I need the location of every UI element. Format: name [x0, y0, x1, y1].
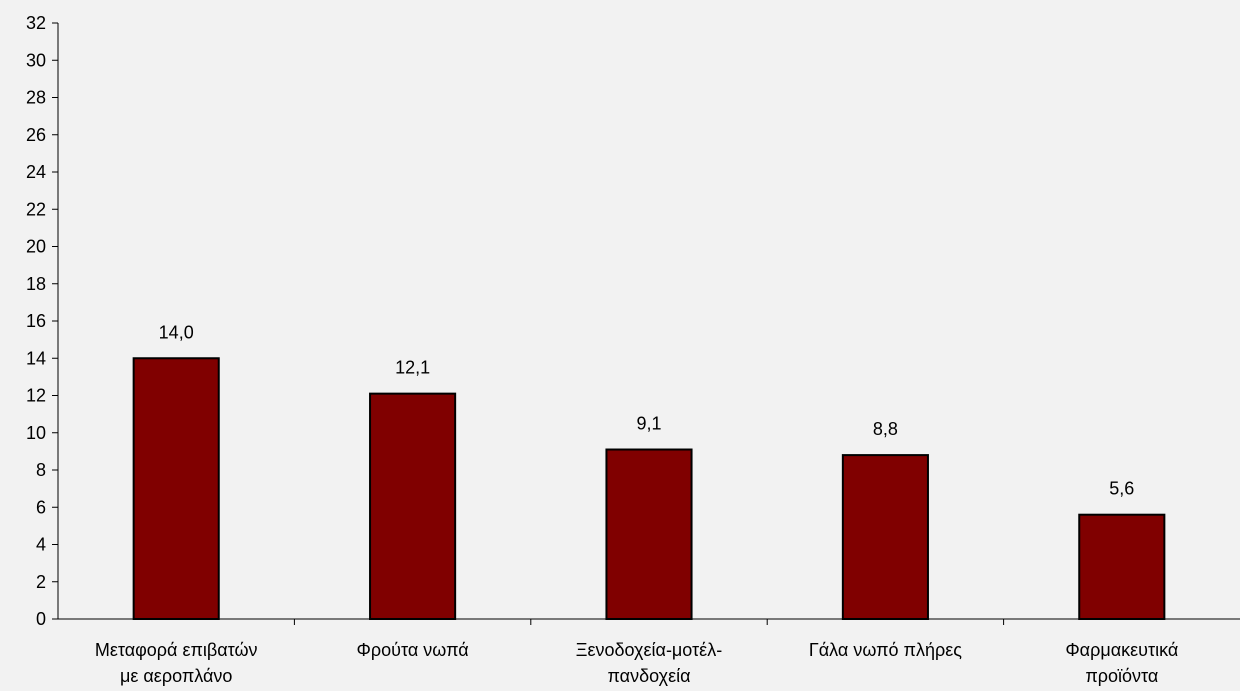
- bar: [605, 448, 693, 621]
- bars: [132, 357, 1166, 621]
- y-tick-label: 32: [26, 13, 46, 33]
- y-tick-label: 4: [36, 535, 46, 555]
- data-label: 9,1: [636, 414, 661, 434]
- y-tick-label: 8: [36, 460, 46, 480]
- category-label: Ξενοδοχεία-μοτέλ-: [576, 640, 722, 660]
- category-label: Φαρμακευτικά: [1065, 640, 1178, 660]
- bar: [841, 454, 929, 620]
- category-label: με αεροπλάνο: [120, 666, 232, 686]
- y-tick-label: 22: [26, 199, 46, 219]
- bar: [1078, 513, 1166, 621]
- y-tick-label: 24: [26, 162, 46, 182]
- y-tick-label: 14: [26, 348, 46, 368]
- y-tick-label: 12: [26, 386, 46, 406]
- data-label: 5,6: [1109, 479, 1134, 499]
- y-tick-label: 2: [36, 572, 46, 592]
- bar: [369, 392, 457, 621]
- category-label: προϊόντα: [1085, 666, 1158, 686]
- y-tick-label: 20: [26, 237, 46, 257]
- y-tick-label: 10: [26, 423, 46, 443]
- category-label: Φρούτα νωπά: [357, 640, 469, 660]
- y-tick-label: 28: [26, 88, 46, 108]
- y-tick-label: 26: [26, 125, 46, 145]
- data-label: 12,1: [395, 358, 430, 378]
- bar: [132, 357, 220, 620]
- y-tick-label: 6: [36, 497, 46, 517]
- data-label: 14,0: [159, 322, 194, 342]
- labels: 14,0 Μεταφορά επιβατών με αεροπλάνο 12,1 Φρο…: [95, 322, 1178, 686]
- y-tick-label: 0: [36, 609, 46, 629]
- category-label: Γάλα νωπό πλήρες: [809, 640, 962, 660]
- category-label: Μεταφορά επιβατών: [95, 640, 258, 660]
- data-label: 8,8: [873, 419, 898, 439]
- category-label: πανδοχεία: [608, 666, 691, 686]
- y-tick-label: 18: [26, 274, 46, 294]
- y-tick-label: 30: [26, 50, 46, 70]
- y-tick-label: 16: [26, 311, 46, 331]
